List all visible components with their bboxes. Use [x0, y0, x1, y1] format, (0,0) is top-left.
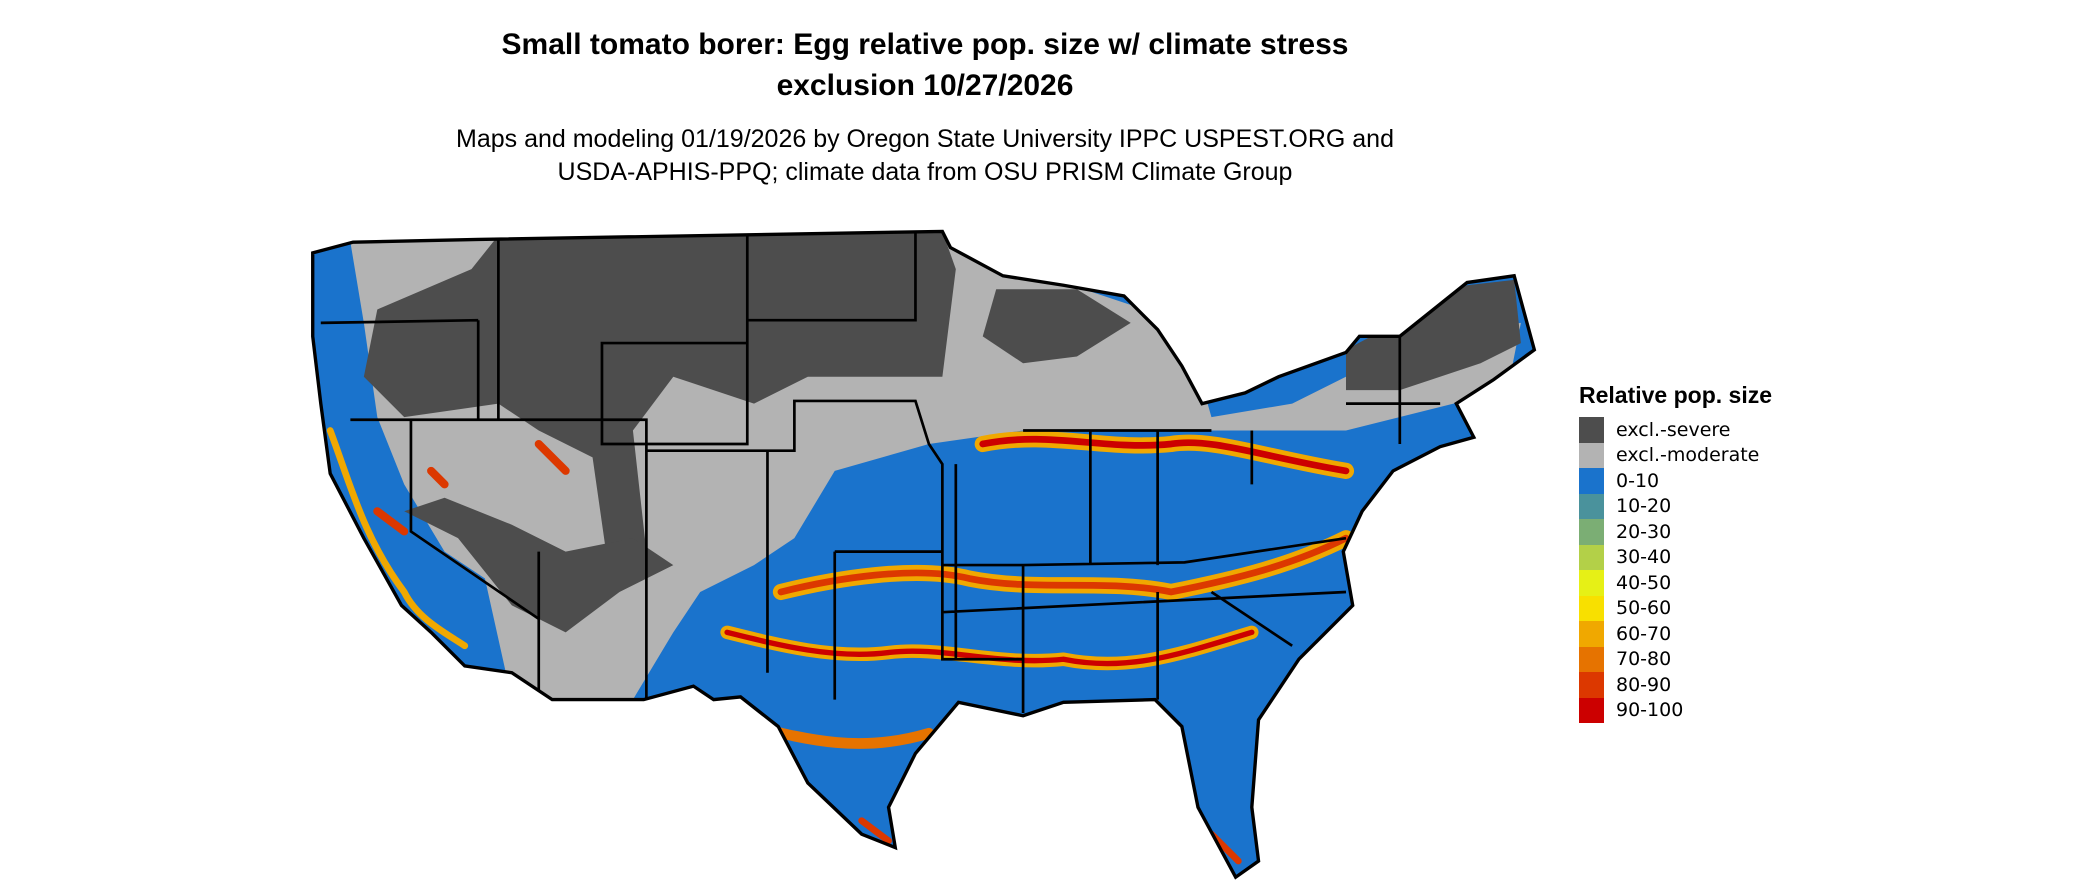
legend-label: 90-100 [1616, 699, 1684, 722]
legend: Relative pop. size excl.-severe excl.-mod… [1579, 382, 1772, 723]
legend-item: excl.-moderate [1579, 442, 1772, 468]
legend-label: 30-40 [1616, 546, 1672, 569]
legend-label: 10-20 [1616, 495, 1672, 518]
legend-item: 20-30 [1579, 519, 1772, 545]
legend-swatch [1579, 417, 1604, 443]
legend-swatch [1579, 544, 1604, 570]
legend-item: 50-60 [1579, 595, 1772, 621]
zone-excl-severe [363, 231, 956, 552]
legend-swatch [1579, 697, 1604, 723]
legend-item: 70-80 [1579, 646, 1772, 672]
state-borders [320, 231, 1441, 714]
legend-swatch [1579, 621, 1604, 647]
legend-item: 90-100 [1579, 697, 1772, 723]
legend-label: 20-30 [1616, 520, 1672, 543]
map-subtitle-line2: USDA-APHIS-PPQ; climate data from OSU PR… [557, 158, 1293, 186]
legend-label: 70-80 [1616, 648, 1672, 671]
legend-label: excl.-moderate [1616, 444, 1760, 467]
legend-swatch [1579, 519, 1604, 545]
legend-swatch [1579, 442, 1604, 468]
legend-swatch [1579, 493, 1604, 519]
legend-item: excl.-severe [1579, 417, 1772, 443]
legend-label: 80-90 [1616, 673, 1672, 696]
legend-swatch [1579, 570, 1604, 596]
map-subtitle-line1: Maps and modeling 01/19/2026 by Oregon S… [456, 125, 1394, 153]
legend-item: 60-70 [1579, 621, 1772, 647]
legend-item: 40-50 [1579, 570, 1772, 596]
legend-label: 40-50 [1616, 571, 1672, 594]
map-title-line2: exclusion 10/27/2026 [776, 69, 1074, 102]
legend-swatch [1579, 595, 1604, 621]
legend-label: 50-60 [1616, 597, 1672, 620]
legend-label: 60-70 [1616, 622, 1672, 645]
zone-excl-severe-mi [982, 289, 1131, 364]
legend-label: 0-10 [1616, 469, 1660, 492]
zone-excl-severe-ne [1345, 279, 1521, 391]
legend-item: 0-10 [1579, 468, 1772, 494]
legend-swatch [1579, 468, 1604, 494]
legend-item: 10-20 [1579, 493, 1772, 519]
legend-item: 30-40 [1579, 544, 1772, 570]
legend-label: excl.-severe [1616, 418, 1731, 441]
legend-title: Relative pop. size [1579, 382, 1773, 408]
legend-swatch [1579, 672, 1604, 698]
map-title-line1: Small tomato borer: Egg relative pop. si… [501, 28, 1349, 61]
legend-swatch [1579, 646, 1604, 672]
hotspots [326, 427, 1355, 865]
legend-item: 80-90 [1579, 672, 1772, 698]
